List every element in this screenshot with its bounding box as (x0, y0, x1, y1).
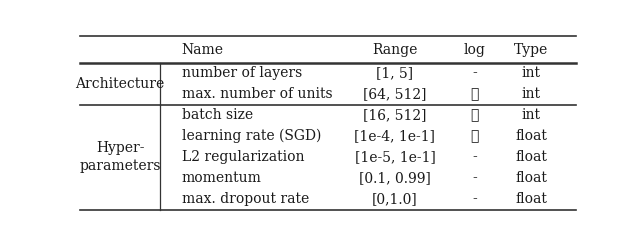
Text: L2 regularization: L2 regularization (182, 150, 304, 164)
Text: int: int (522, 87, 541, 101)
Text: Architecture: Architecture (76, 77, 165, 91)
Text: [16, 512]: [16, 512] (364, 108, 427, 122)
Text: momentum: momentum (182, 171, 262, 185)
Text: log: log (463, 43, 485, 57)
Text: Name: Name (182, 43, 224, 57)
Text: max. number of units: max. number of units (182, 87, 332, 101)
Text: -: - (472, 171, 477, 185)
Text: [1e-5, 1e-1]: [1e-5, 1e-1] (355, 150, 435, 164)
Text: [1, 5]: [1, 5] (376, 66, 413, 80)
Text: Range: Range (372, 43, 418, 57)
Text: ✓: ✓ (470, 129, 479, 143)
Text: [64, 512]: [64, 512] (364, 87, 427, 101)
Text: -: - (472, 66, 477, 80)
Text: [1e-4, 1e-1]: [1e-4, 1e-1] (355, 129, 435, 143)
Text: number of layers: number of layers (182, 66, 302, 80)
Text: batch size: batch size (182, 108, 253, 122)
Text: float: float (515, 192, 547, 206)
Text: float: float (515, 129, 547, 143)
Text: float: float (515, 150, 547, 164)
Text: -: - (472, 150, 477, 164)
Text: int: int (522, 108, 541, 122)
Text: [0,1.0]: [0,1.0] (372, 192, 418, 206)
Text: Hyper-
parameters: Hyper- parameters (79, 141, 161, 174)
Text: ✓: ✓ (470, 87, 479, 101)
Text: float: float (515, 171, 547, 185)
Text: learning rate (SGD): learning rate (SGD) (182, 129, 321, 143)
Text: [0.1, 0.99]: [0.1, 0.99] (359, 171, 431, 185)
Text: Type: Type (514, 43, 548, 57)
Text: max. dropout rate: max. dropout rate (182, 192, 309, 206)
Text: -: - (472, 192, 477, 206)
Text: int: int (522, 66, 541, 80)
Text: ✓: ✓ (470, 108, 479, 122)
